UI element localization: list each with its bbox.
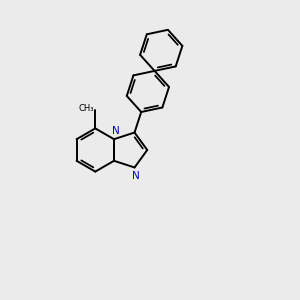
Text: N: N [112,126,119,136]
Text: CH₃: CH₃ [78,104,94,113]
Text: N: N [132,171,140,181]
